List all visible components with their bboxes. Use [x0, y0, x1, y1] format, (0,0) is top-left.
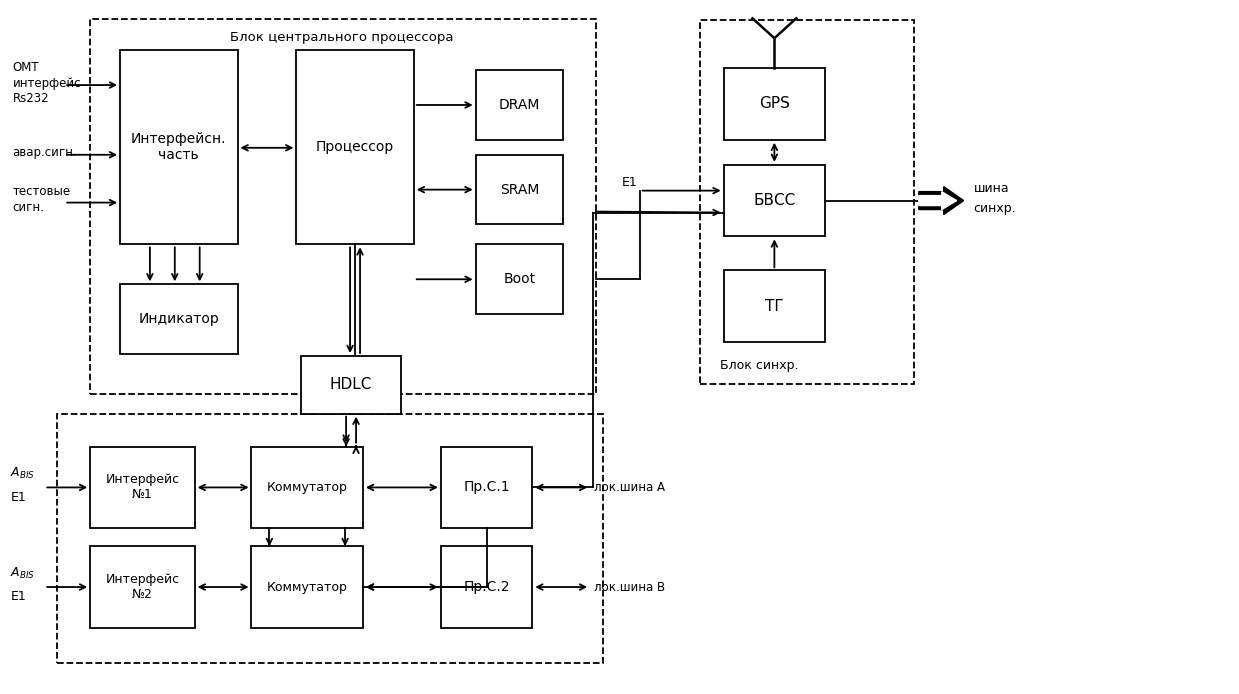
- FancyArrow shape: [919, 187, 964, 214]
- Bar: [724, 270, 825, 342]
- Text: Индикатор: Индикатор: [139, 312, 219, 326]
- Text: Rs232: Rs232: [12, 92, 50, 105]
- FancyArrow shape: [919, 192, 957, 210]
- Text: E1: E1: [10, 491, 26, 504]
- Text: лок.шина В: лок.шина В: [595, 581, 665, 593]
- Text: E1: E1: [622, 176, 638, 189]
- Text: Интерфейсн.
часть: Интерфейсн. часть: [131, 132, 227, 162]
- Text: $A_{BIS}$: $A_{BIS}$: [10, 466, 36, 481]
- Bar: [441, 447, 533, 528]
- Text: Блок центрального процессора: Блок центрального процессора: [229, 31, 453, 44]
- Bar: [57, 414, 603, 663]
- Text: БВСС: БВСС: [753, 193, 795, 208]
- Bar: [700, 20, 914, 384]
- Text: лок.шина А: лок.шина А: [595, 481, 665, 494]
- Text: сигн.: сигн.: [12, 201, 45, 214]
- Text: GPS: GPS: [760, 96, 789, 112]
- Text: DRAM: DRAM: [499, 98, 540, 112]
- Bar: [476, 155, 564, 224]
- Text: HDLC: HDLC: [330, 378, 372, 392]
- Text: ОМТ: ОМТ: [12, 60, 40, 74]
- Bar: [252, 546, 363, 628]
- Bar: [724, 164, 825, 237]
- Bar: [90, 19, 596, 393]
- Text: Boot: Boot: [503, 272, 535, 286]
- Bar: [441, 546, 533, 628]
- Bar: [301, 356, 401, 414]
- Bar: [252, 447, 363, 528]
- Bar: [724, 68, 825, 139]
- Text: интерфейс: интерфейс: [12, 76, 81, 90]
- Bar: [476, 70, 564, 139]
- Text: Процессор: Процессор: [316, 140, 394, 154]
- Text: Интерфейс
№1: Интерфейс №1: [105, 473, 180, 502]
- Bar: [120, 50, 238, 244]
- Text: Пр.С.1: Пр.С.1: [463, 480, 509, 494]
- Bar: [90, 546, 195, 628]
- Text: Блок синхр.: Блок синхр.: [720, 359, 798, 373]
- Text: авар.сигн.: авар.сигн.: [12, 146, 77, 160]
- Text: Пр.С.2: Пр.С.2: [463, 580, 509, 594]
- Text: E1: E1: [10, 591, 26, 604]
- Bar: [120, 285, 238, 354]
- Bar: [476, 244, 564, 314]
- Text: SRAM: SRAM: [499, 183, 539, 196]
- Text: синхр.: синхр.: [974, 202, 1016, 215]
- Bar: [296, 50, 414, 244]
- Text: тестовые: тестовые: [12, 185, 71, 198]
- Text: Интерфейс
№2: Интерфейс №2: [105, 573, 180, 601]
- Text: шина: шина: [974, 182, 1010, 195]
- Text: Коммутатор: Коммутатор: [266, 481, 348, 494]
- Bar: [90, 447, 195, 528]
- Text: ТГ: ТГ: [764, 298, 784, 314]
- Text: Коммутатор: Коммутатор: [266, 581, 348, 593]
- Text: $A_{BIS}$: $A_{BIS}$: [10, 566, 36, 581]
